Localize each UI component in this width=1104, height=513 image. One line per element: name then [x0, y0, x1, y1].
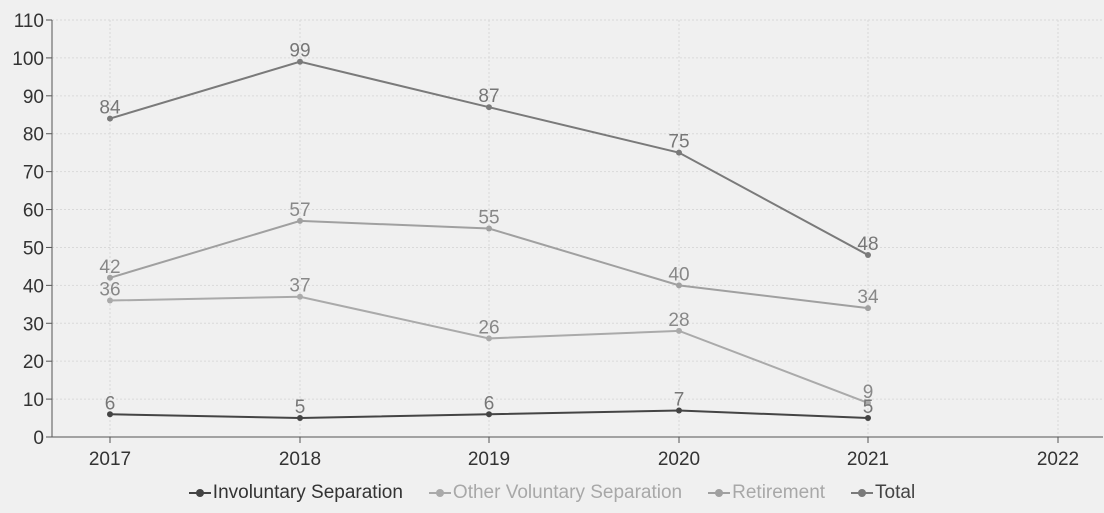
legend-swatch — [708, 487, 731, 499]
data-label: 5 — [863, 397, 874, 418]
legend-swatch — [851, 487, 874, 499]
data-label: 42 — [99, 257, 120, 278]
line-chart: 0 10 20 30 40 50 60 70 80 90 100 110 2017 2018 2019 202… — [12, 11, 1103, 470]
data-point — [297, 217, 303, 224]
data-label: 99 — [289, 41, 310, 62]
legend-swatch — [428, 487, 451, 499]
y-tick-label: 100 — [12, 49, 44, 70]
y-tick-label: 50 — [23, 238, 44, 259]
data-point — [297, 415, 303, 422]
legend-label: Involuntary Separation — [212, 482, 403, 503]
data-point — [676, 327, 682, 334]
data-label: 26 — [478, 317, 499, 338]
data-label: 7 — [674, 389, 685, 410]
data-point — [676, 149, 682, 156]
series-layer — [107, 58, 871, 422]
data-label: 6 — [484, 393, 495, 414]
y-tick-label: 40 — [23, 276, 44, 297]
legend-label: Retirement — [732, 482, 826, 503]
y-tick-label: 110 — [14, 11, 44, 32]
data-point — [486, 225, 492, 232]
legend-item[interactable]: Involuntary Separation — [188, 482, 403, 504]
data-point — [865, 415, 871, 422]
data-label: 84 — [99, 98, 121, 119]
data-point — [486, 335, 492, 342]
y-tick-label: 0 — [33, 428, 44, 449]
data-label: 87 — [478, 86, 499, 107]
data-point — [486, 411, 492, 418]
data-label: 36 — [99, 280, 120, 301]
y-tick-label: 90 — [23, 87, 44, 108]
data-label: 75 — [668, 132, 689, 153]
legend-label: Other Voluntary Separation — [452, 482, 683, 503]
legend-item[interactable]: Total — [851, 482, 915, 504]
data-label: 5 — [295, 397, 306, 418]
data-label: 48 — [857, 234, 878, 255]
y-tick-label: 20 — [23, 352, 44, 373]
x-tick-label: 2019 — [468, 449, 510, 470]
data-point — [865, 252, 871, 259]
legend-item[interactable]: Other Voluntary Separation — [428, 482, 683, 504]
legend-label: Total — [875, 482, 916, 503]
data-point — [107, 115, 113, 122]
x-tick-label: 2020 — [658, 449, 700, 470]
data-point — [107, 274, 113, 281]
y-tick-label: 10 — [23, 390, 44, 411]
grid — [52, 19, 1103, 437]
legend-item[interactable]: Retirement — [708, 482, 825, 504]
data-point — [486, 104, 492, 111]
data-label: 37 — [289, 276, 310, 297]
y-tick-label: 60 — [23, 201, 44, 222]
data-point — [865, 399, 871, 406]
data-label: 55 — [478, 208, 499, 229]
data-label: 40 — [668, 264, 689, 285]
x-tick-label: 2017 — [89, 449, 131, 470]
data-label: 34 — [857, 287, 879, 308]
data-label: 9 — [863, 382, 874, 403]
y-tick-label: 80 — [23, 125, 44, 146]
legend-swatch — [188, 487, 211, 499]
x-tick-label: 2021 — [847, 449, 889, 470]
x-tick-label: 2018 — [279, 449, 321, 470]
data-point — [107, 297, 113, 304]
data-label: 6 — [105, 393, 116, 414]
x-tick-label: 2022 — [1037, 449, 1079, 470]
data-label: 28 — [668, 310, 689, 331]
data-point — [865, 305, 871, 312]
y-tick-label: 30 — [23, 314, 44, 335]
data-point — [297, 293, 303, 300]
data-point — [107, 411, 113, 418]
data-point — [676, 282, 682, 289]
legend: Involuntary Separation Other Voluntary Se… — [0, 482, 1104, 504]
data-label: 57 — [289, 200, 310, 221]
data-point — [297, 58, 303, 65]
data-point — [676, 407, 682, 414]
axes: 0 10 20 30 40 50 60 70 80 90 100 110 2017 2018 2019 202… — [12, 11, 1103, 470]
y-tick-label: 70 — [23, 163, 44, 184]
